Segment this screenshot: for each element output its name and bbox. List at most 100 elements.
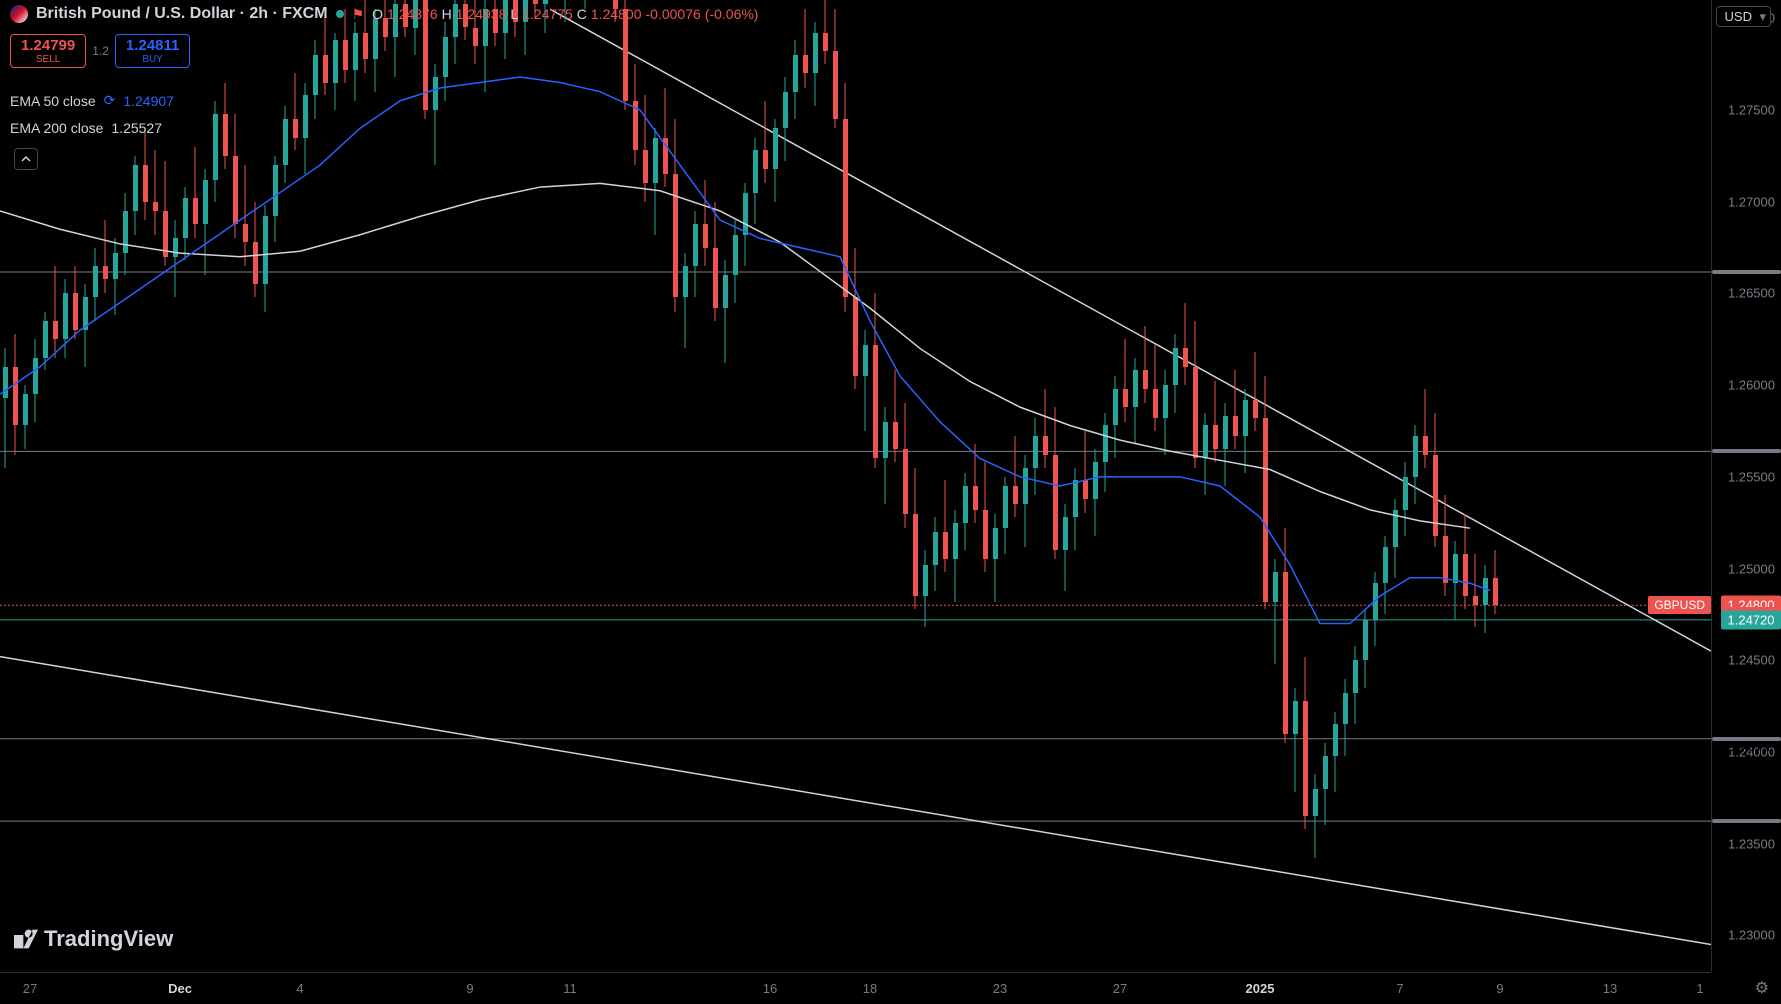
candle[interactable] — [1192, 0, 1199, 972]
candle[interactable] — [512, 0, 519, 972]
candle[interactable] — [932, 0, 939, 972]
candle[interactable] — [252, 0, 259, 972]
candle[interactable] — [892, 0, 899, 972]
candle[interactable] — [1322, 0, 1329, 972]
price-axis[interactable]: 1.280001.275001.270001.265001.260001.255… — [1711, 0, 1781, 972]
candle[interactable] — [1212, 0, 1219, 972]
candle[interactable] — [602, 0, 609, 972]
candle[interactable] — [132, 0, 139, 972]
candle[interactable] — [272, 0, 279, 972]
candle[interactable] — [152, 0, 159, 972]
candle[interactable] — [1172, 0, 1179, 972]
candle[interactable] — [1052, 0, 1059, 972]
candle[interactable] — [1452, 0, 1459, 972]
candle[interactable] — [1112, 0, 1119, 972]
candle[interactable] — [582, 0, 589, 972]
candle[interactable] — [432, 0, 439, 972]
candle[interactable] — [1092, 0, 1099, 972]
candle[interactable] — [382, 0, 389, 972]
candle[interactable] — [672, 0, 679, 972]
candle[interactable] — [1282, 0, 1289, 972]
candle[interactable] — [942, 0, 949, 972]
candle[interactable] — [1412, 0, 1419, 972]
settings-icon[interactable]: ⚙ — [1755, 978, 1769, 998]
candle[interactable] — [632, 0, 639, 972]
candle[interactable] — [962, 0, 969, 972]
candle[interactable] — [572, 0, 579, 972]
candle[interactable] — [1362, 0, 1369, 972]
candle[interactable] — [22, 0, 29, 972]
candle[interactable] — [282, 0, 289, 972]
candle[interactable] — [1232, 0, 1239, 972]
candle[interactable] — [212, 0, 219, 972]
candle[interactable] — [1392, 0, 1399, 972]
candle[interactable] — [742, 0, 749, 972]
candle[interactable] — [1242, 0, 1249, 972]
candle[interactable] — [532, 0, 539, 972]
candle[interactable] — [782, 0, 789, 972]
candle[interactable] — [362, 0, 369, 972]
candle[interactable] — [1012, 0, 1019, 972]
candle[interactable] — [82, 0, 89, 972]
candle[interactable] — [302, 0, 309, 972]
candle[interactable] — [862, 0, 869, 972]
candle[interactable] — [1142, 0, 1149, 972]
candle[interactable] — [912, 0, 919, 972]
candle[interactable] — [422, 0, 429, 972]
candle[interactable] — [392, 0, 399, 972]
candle[interactable] — [802, 0, 809, 972]
candle[interactable] — [752, 0, 759, 972]
candle[interactable] — [1182, 0, 1189, 972]
candle[interactable] — [772, 0, 779, 972]
candle[interactable] — [1442, 0, 1449, 972]
candle[interactable] — [1022, 0, 1029, 972]
candle[interactable] — [332, 0, 339, 972]
candle[interactable] — [242, 0, 249, 972]
candle[interactable] — [292, 0, 299, 972]
candle[interactable] — [562, 0, 569, 972]
candle[interactable] — [492, 0, 499, 972]
candle[interactable] — [482, 0, 489, 972]
candle[interactable] — [822, 0, 829, 972]
candle[interactable] — [1102, 0, 1109, 972]
candle[interactable] — [762, 0, 769, 972]
candle[interactable] — [102, 0, 109, 972]
candle[interactable] — [792, 0, 799, 972]
candle[interactable] — [992, 0, 999, 972]
candle[interactable] — [1062, 0, 1069, 972]
candle[interactable] — [1132, 0, 1139, 972]
candle[interactable] — [1032, 0, 1039, 972]
candle[interactable] — [872, 0, 879, 972]
candle[interactable] — [1352, 0, 1359, 972]
candle[interactable] — [1372, 0, 1379, 972]
candle[interactable] — [1002, 0, 1009, 972]
candle[interactable] — [722, 0, 729, 972]
candle[interactable] — [1042, 0, 1049, 972]
candle[interactable] — [1302, 0, 1309, 972]
candle[interactable] — [1462, 0, 1469, 972]
indicator-ema200[interactable]: EMA 200 close 1.25527 — [10, 120, 162, 136]
candle[interactable] — [732, 0, 739, 972]
candle[interactable] — [1292, 0, 1299, 972]
candle[interactable] — [42, 0, 49, 972]
refresh-icon[interactable]: ⟳ — [104, 92, 116, 109]
candle[interactable] — [922, 0, 929, 972]
buy-button[interactable]: 1.24811 BUY — [115, 34, 190, 68]
candle[interactable] — [262, 0, 269, 972]
candle[interactable] — [1342, 0, 1349, 972]
candle[interactable] — [642, 0, 649, 972]
candle[interactable] — [542, 0, 549, 972]
candle[interactable] — [1402, 0, 1409, 972]
candle[interactable] — [312, 0, 319, 972]
candle[interactable] — [62, 0, 69, 972]
candle[interactable] — [832, 0, 839, 972]
candle[interactable] — [122, 0, 129, 972]
candle[interactable] — [172, 0, 179, 972]
candle[interactable] — [1312, 0, 1319, 972]
chart-plot-area[interactable] — [0, 0, 1711, 972]
candle[interactable] — [462, 0, 469, 972]
candle[interactable] — [662, 0, 669, 972]
candle[interactable] — [1122, 0, 1129, 972]
candle[interactable] — [1222, 0, 1229, 972]
candle[interactable] — [1472, 0, 1479, 972]
